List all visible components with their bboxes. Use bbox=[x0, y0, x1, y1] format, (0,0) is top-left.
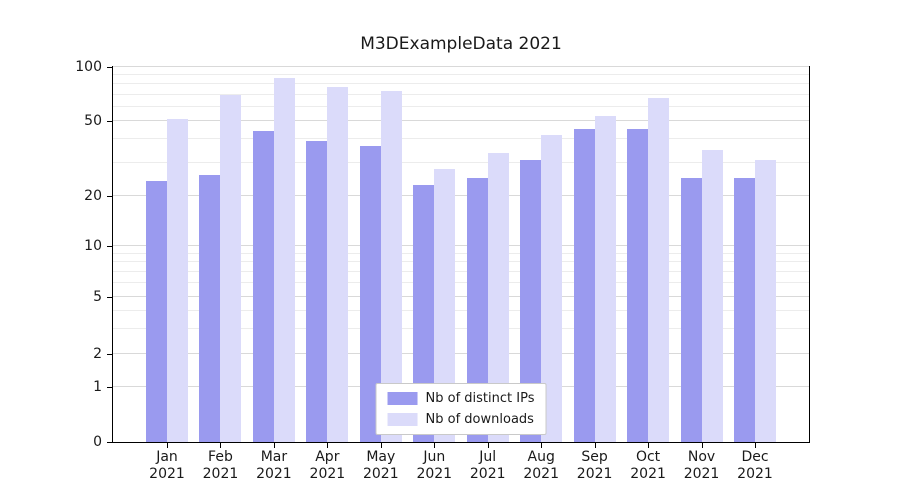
ytick-label-0: 0 bbox=[93, 434, 102, 450]
bar-downloads-mar bbox=[273, 78, 295, 442]
legend-swatch-downloads bbox=[387, 413, 418, 426]
bar-downloads-oct bbox=[648, 98, 670, 442]
gridline-minor-40 bbox=[113, 138, 809, 140]
bar-distinct-ips-may bbox=[359, 146, 381, 442]
legend-swatch-distinct-ips bbox=[387, 392, 418, 405]
xtick-mark-nov bbox=[701, 443, 703, 448]
bar-distinct-ips-nov bbox=[680, 178, 702, 442]
xtick-label-aug: Aug 2021 bbox=[523, 449, 559, 482]
legend-label-downloads: Nb of downloads bbox=[425, 412, 534, 427]
bar-distinct-ips-apr bbox=[306, 141, 328, 442]
xtick-label-sep: Sep 2021 bbox=[576, 449, 613, 482]
ytick-mark-10 bbox=[107, 246, 112, 248]
gridline-major-10 bbox=[113, 245, 809, 247]
gridline-major-100 bbox=[113, 66, 809, 67]
xtick-mark-apr bbox=[327, 443, 329, 448]
xtick-mark-jan bbox=[167, 443, 168, 448]
plot-area: Nb of distinct IPs Nb of downloads bbox=[112, 66, 810, 443]
gridline-minor-7 bbox=[113, 271, 809, 273]
xtick-label-oct: Oct 2021 bbox=[630, 449, 666, 482]
ytick-mark-0 bbox=[107, 442, 112, 443]
xtick-mark-aug bbox=[541, 443, 543, 448]
gridline-major-50 bbox=[113, 119, 809, 121]
bar-downloads-jul bbox=[487, 153, 509, 442]
bar-downloads-may bbox=[380, 91, 402, 442]
chart-title: M3DExampleData 2021 bbox=[360, 34, 562, 54]
bar-distinct-ips-jun bbox=[413, 185, 435, 442]
gridline-minor-9 bbox=[113, 252, 809, 254]
xtick-label-mar: Mar 2021 bbox=[256, 449, 292, 482]
xtick-label-nov: Nov 2021 bbox=[683, 449, 720, 482]
xtick-mark-jun bbox=[434, 443, 436, 448]
xtick-mark-feb bbox=[220, 443, 222, 448]
bar-downloads-aug bbox=[541, 135, 563, 442]
gridline-minor-70 bbox=[113, 93, 809, 95]
bar-downloads-dec bbox=[755, 160, 776, 442]
xtick-mark-oct bbox=[648, 443, 650, 448]
ytick-label-10: 10 bbox=[84, 238, 102, 255]
gridline-minor-30 bbox=[113, 161, 809, 163]
ytick-label-100: 100 bbox=[75, 59, 102, 75]
bar-downloads-nov bbox=[701, 150, 723, 442]
gridline-minor-4 bbox=[113, 309, 809, 311]
xtick-label-jun: Jun 2021 bbox=[416, 449, 453, 482]
gridline-major-20 bbox=[113, 195, 809, 197]
ytick-mark-50 bbox=[107, 120, 112, 122]
bar-downloads-sep bbox=[594, 116, 616, 442]
gridline-minor-90 bbox=[113, 74, 809, 76]
ytick-label-5: 5 bbox=[93, 288, 102, 305]
xtick-mark-jul bbox=[487, 443, 489, 448]
legend-entry-distinct-ips: Nb of distinct IPs bbox=[387, 391, 535, 406]
xtick-label-apr: Apr 2021 bbox=[309, 449, 346, 482]
gridline-minor-60 bbox=[113, 105, 809, 107]
bar-downloads-apr bbox=[327, 87, 349, 442]
gridline-major-2 bbox=[113, 353, 809, 355]
bar-downloads-jan bbox=[167, 119, 188, 442]
ytick-label-50: 50 bbox=[84, 112, 102, 129]
bar-distinct-ips-jan bbox=[146, 181, 167, 442]
legend-label-distinct-ips: Nb of distinct IPs bbox=[425, 391, 535, 406]
ytick-mark-1 bbox=[107, 387, 112, 389]
ytick-label-2: 2 bbox=[93, 346, 102, 363]
xtick-mark-mar bbox=[273, 443, 275, 448]
gridline-minor-3 bbox=[113, 327, 809, 329]
legend: Nb of distinct IPs Nb of downloads bbox=[375, 383, 547, 435]
bar-distinct-ips-feb bbox=[199, 175, 221, 442]
bar-distinct-ips-sep bbox=[573, 129, 595, 442]
bar-downloads-jun bbox=[434, 169, 456, 442]
ytick-mark-2 bbox=[107, 354, 112, 356]
xtick-label-dec: Dec 2021 bbox=[737, 449, 773, 482]
legend-entry-downloads: Nb of downloads bbox=[387, 412, 535, 427]
ytick-mark-100 bbox=[107, 67, 112, 68]
gridline-minor-6 bbox=[113, 282, 809, 284]
xtick-mark-dec bbox=[755, 443, 756, 448]
xtick-mark-may bbox=[380, 443, 382, 448]
xtick-label-jan: Jan 2021 bbox=[149, 449, 185, 482]
xtick-mark-sep bbox=[594, 443, 596, 448]
bar-downloads-feb bbox=[220, 95, 242, 442]
bar-distinct-ips-aug bbox=[520, 160, 542, 442]
gridline-minor-80 bbox=[113, 83, 809, 85]
xtick-label-may: May 2021 bbox=[362, 449, 399, 482]
bar-distinct-ips-jul bbox=[466, 178, 488, 442]
bar-distinct-ips-dec bbox=[734, 178, 755, 442]
bar-distinct-ips-oct bbox=[627, 129, 649, 442]
ytick-mark-20 bbox=[107, 196, 112, 198]
bar-distinct-ips-mar bbox=[252, 131, 274, 442]
gridline-minor-8 bbox=[113, 261, 809, 263]
xtick-label-jul: Jul 2021 bbox=[469, 449, 506, 482]
ytick-mark-5 bbox=[107, 296, 112, 298]
xtick-label-feb: Feb 2021 bbox=[202, 449, 239, 482]
gridline-major-5 bbox=[113, 295, 809, 297]
ytick-label-1: 1 bbox=[93, 379, 102, 396]
ytick-label-20: 20 bbox=[84, 188, 102, 205]
